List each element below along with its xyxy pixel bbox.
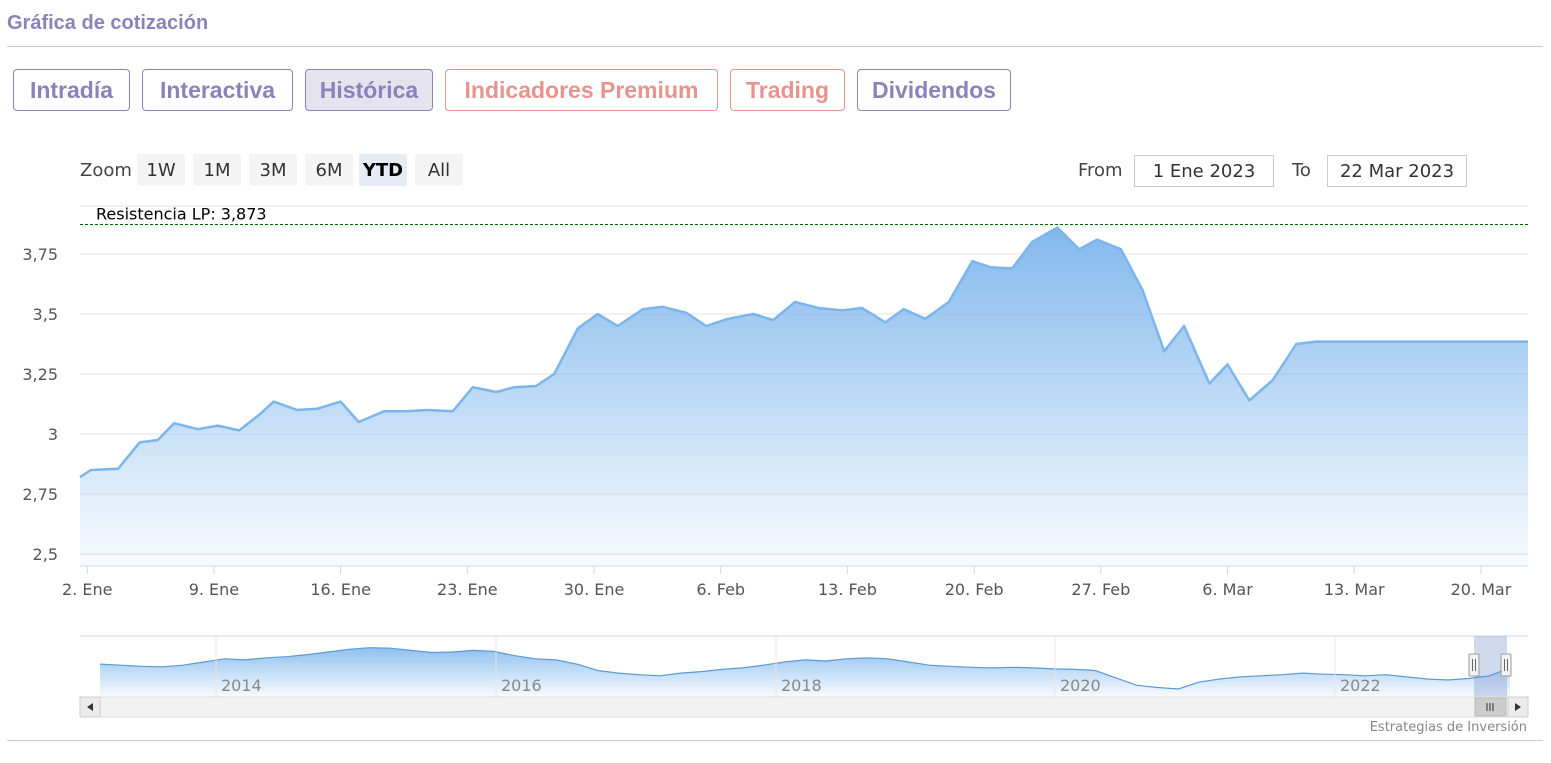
navigator-year-label: 2016 [501, 676, 542, 695]
resistance-label: Resistencia LP: 3,873 [96, 204, 267, 223]
y-tick-label: 3 [48, 425, 58, 444]
y-tick-label: 2,75 [22, 485, 58, 504]
navigator-area [100, 647, 1510, 697]
zoom-1w-button[interactable]: 1W [137, 154, 185, 186]
navigator-year-label: 2014 [221, 676, 262, 695]
navigator-line [99, 647, 1511, 690]
scroll-left-icon [87, 703, 93, 711]
x-tick-label: 13. Mar [1324, 580, 1385, 599]
price-line [79, 226, 1528, 479]
tab-trading[interactable]: Trading [730, 69, 845, 111]
price-area-fill [80, 227, 1528, 566]
scroll-right-icon [1515, 703, 1521, 711]
tab-historica[interactable]: Histórica [305, 69, 433, 111]
to-date-input[interactable]: 22 Mar 2023 [1327, 155, 1467, 187]
y-tick-label: 2,5 [33, 545, 58, 564]
x-tick-label: 6. Feb [696, 580, 745, 599]
credits-label: Estrategias de Inversión [1369, 720, 1527, 735]
navigator-handle [1500, 653, 1512, 677]
zoom-label: Zoom [80, 160, 132, 181]
navigator-year-label: 2022 [1340, 676, 1381, 695]
tab-indicadores-premium[interactable]: Indicadores Premium [445, 69, 718, 111]
zoom-6m-button[interactable]: 6M [305, 154, 353, 186]
to-label: To [1292, 160, 1311, 181]
y-axis: 2,5 2,75 3 3,25 3,5 3,75 [22, 245, 58, 564]
x-tick-label: 23. Ene [437, 580, 498, 599]
x-tick-label: 30. Ene [564, 580, 625, 599]
x-tick-label: 16. Ene [310, 580, 371, 599]
zoom-all-button[interactable]: All [415, 154, 463, 186]
navigator: 2014 2016 2018 2020 2022 [79, 635, 1529, 718]
tab-intradia[interactable]: Intradía [13, 69, 130, 111]
tab-interactiva[interactable]: Interactiva [142, 69, 293, 111]
from-label: From [1078, 160, 1123, 181]
x-axis: 2. Ene 9. Ene 16. Ene 23. Ene 30. Ene 6. Feb 1… [62, 565, 1528, 599]
navigator-year-label: 2020 [1060, 676, 1101, 695]
price-area [79, 226, 1528, 566]
x-tick-label: 13. Feb [818, 580, 877, 599]
y-tick-label: 3,25 [22, 365, 58, 384]
scrollbar-track [79, 696, 1529, 718]
x-tick-label: 20. Feb [945, 580, 1004, 599]
bottom-divider [7, 740, 1543, 741]
x-tick-label: 6. Mar [1202, 580, 1253, 599]
x-tick-label: 20. Mar [1451, 580, 1512, 599]
navigator-year-label: 2018 [781, 676, 822, 695]
from-date-input[interactable]: 1 Ene 2023 [1134, 155, 1274, 187]
zoom-ytd-button[interactable]: YTD [359, 154, 407, 186]
y-tick-label: 3,5 [33, 305, 58, 324]
section-title: Gráfica de cotización [7, 12, 209, 34]
navigator-handle [1468, 653, 1480, 677]
y-tick-label: 3,75 [22, 245, 58, 264]
tab-dividendos[interactable]: Dividendos [857, 69, 1011, 111]
resistance: Resistencia LP: 3,873 [80, 204, 1528, 225]
zoom-1m-button[interactable]: 1M [193, 154, 241, 186]
zoom-3m-button[interactable]: 3M [249, 154, 297, 186]
x-tick-label: 27. Feb [1071, 580, 1130, 599]
x-tick-label: 2. Ene [62, 580, 112, 599]
title-divider [7, 46, 1543, 47]
x-tick-label: 9. Ene [189, 580, 239, 599]
